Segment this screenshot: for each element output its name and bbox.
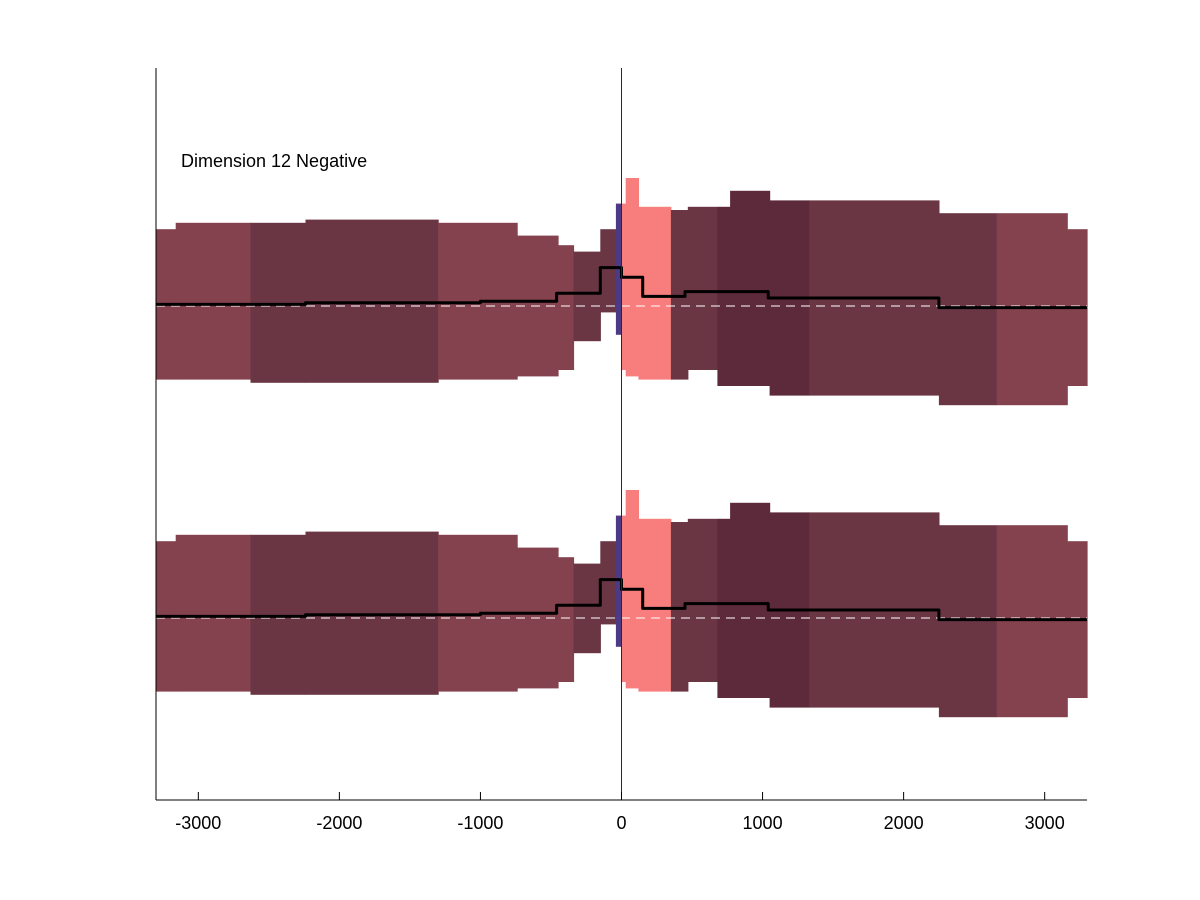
upper-band-segment: [615, 203, 623, 335]
x-tick-label: 3000: [1025, 813, 1065, 833]
upper-band-segment: [996, 213, 1068, 406]
lower-band-segment: [558, 557, 575, 682]
lower-band-segment: [670, 522, 689, 692]
upper-band-segment: [687, 206, 718, 370]
upper-band-segment: [250, 222, 307, 383]
x-tick-label: 2000: [884, 813, 924, 833]
upper-band-segment: [938, 213, 998, 406]
upper-band-segment: [730, 190, 771, 386]
lower-band-segment: [600, 541, 617, 625]
upper-band-segment: [717, 206, 731, 386]
upper-band-segment: [621, 203, 627, 370]
lower-band-segment: [730, 502, 771, 698]
x-tick-label: -1000: [457, 813, 503, 833]
lower-band-segment: [615, 515, 623, 647]
upper-band-segment: [573, 251, 601, 342]
chart-annotation: Dimension 12 Negative: [181, 151, 367, 171]
x-tick-label: -2000: [316, 813, 362, 833]
upper-band-segment: [558, 245, 575, 370]
lower-band-segment: [621, 515, 627, 682]
lower-band-segment: [996, 525, 1068, 718]
band-layer: [156, 178, 1088, 718]
upper-band-segment: [175, 222, 252, 380]
x-tick-label: 1000: [743, 813, 783, 833]
upper-band-segment: [600, 229, 617, 313]
lower-band-segment: [175, 534, 252, 692]
axes: -3000 -2000 -1000 0 1000 2000 3000: [155, 68, 1087, 833]
x-tick-label: -3000: [175, 813, 221, 833]
upper-band-segment: [670, 210, 689, 380]
lower-band-segment: [573, 563, 601, 654]
x-tick-label: 0: [616, 813, 626, 833]
lower-band-segment: [305, 531, 439, 695]
upper-band-segment: [305, 219, 439, 383]
lower-band-segment: [687, 518, 718, 682]
lower-band-segment: [938, 525, 998, 718]
lower-band-segment: [717, 518, 731, 698]
lower-band-segment: [250, 534, 307, 695]
